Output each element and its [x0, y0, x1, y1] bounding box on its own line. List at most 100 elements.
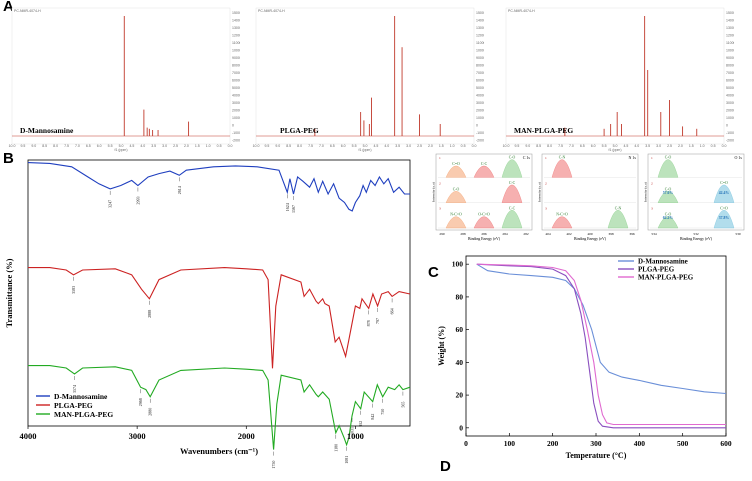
nmr-header-text: PC-NMR-4074-H	[14, 9, 41, 13]
tga-xtick-label: 500	[677, 439, 689, 448]
nmr-xtick: 5.0	[363, 144, 368, 148]
ftir-ylabel: Transmittance (%)	[4, 258, 14, 327]
tga-xtick-label: 400	[634, 439, 646, 448]
nmr-xtick: 2.0	[184, 144, 189, 148]
nmr-spectrum-1: PC-NMR-4074-H 10.0 9.5 9.0 8.5 8.0 7.5 7.0 6.5 6.…	[8, 4, 244, 152]
nmr-xtick: 5.5	[108, 144, 113, 148]
nmr-ytick: 20000	[726, 109, 734, 113]
xps-peak	[501, 210, 523, 229]
nmr-xtick: 6.0	[341, 144, 346, 148]
nmr-ytick: 130000	[232, 26, 240, 30]
nmr-ytick: 90000	[476, 56, 484, 60]
ftir-peak-label: 1031	[350, 427, 355, 435]
tga-series-line	[476, 263, 727, 395]
nmr-ytick: 80000	[232, 64, 240, 68]
nmr-ytick: 30000	[726, 101, 734, 105]
panel-label-c: C	[428, 264, 439, 281]
tga-ytick-label: 20	[456, 391, 464, 400]
nmr-ytick: 20000	[232, 109, 240, 113]
nmr-ytick: 60000	[476, 79, 484, 83]
xps-row-index: 3	[651, 207, 653, 211]
xps-title: C 1s	[523, 155, 531, 160]
xps-svg: C 1s Intensity (a.u) 1 C=O C-C C-O 2 C-O C-C 3 N-C…	[432, 153, 745, 241]
nmr-xtick: 5.5	[602, 144, 607, 148]
nmr-xtick: 1.5	[439, 144, 444, 148]
nmr-xtick: 10.0	[9, 144, 16, 148]
nmr-xtick: 9.0	[275, 144, 280, 148]
ftir-plot-frame	[27, 159, 411, 427]
nmr-ytick: 70000	[726, 71, 734, 75]
xps-peak	[501, 159, 523, 178]
xps-peak-label: C-O	[665, 213, 672, 217]
ftir-peak-label: 750	[380, 409, 385, 415]
nmr-frame	[505, 7, 725, 145]
nmr-xtick: 4.0	[634, 144, 639, 148]
ftir-peak-label: 797	[375, 318, 380, 324]
panel-label-a: A	[3, 0, 14, 15]
ftir-series-line	[28, 267, 411, 369]
nmr-xtick: 7.5	[308, 144, 313, 148]
ftir-peak-label: 3574	[72, 385, 77, 393]
tga-ylabel: Weight (%)	[437, 326, 446, 366]
nmr-xtick: 3.0	[162, 144, 167, 148]
nmr-ytick: 110000	[726, 41, 734, 45]
nmr-ytick: 150000	[232, 11, 240, 15]
tga-series-line	[476, 263, 726, 426]
nmr-ytick: 120000	[476, 34, 484, 38]
nmr-ytick: 120000	[232, 34, 240, 38]
xps-peak-label: C-O	[453, 187, 460, 191]
xps-xlabel: Binding Energy (eV)	[680, 237, 713, 241]
nmr-ytick: 60000	[232, 79, 240, 83]
ftir-peak-label: 842	[370, 414, 375, 420]
tga-xtick-label: 200	[547, 439, 559, 448]
nmr-xtick: 7.0	[319, 144, 324, 148]
ftir-peak-label: 2614	[177, 186, 182, 194]
nmr-ytick: 140000	[232, 19, 240, 23]
ftir-xtick-label: 1000	[347, 431, 364, 441]
tga-series-line	[476, 263, 726, 429]
nmr-xtick: 0.0	[228, 144, 233, 148]
ftir-legend-label: MAN-PLGA-PEG	[54, 410, 113, 419]
nmr-ytick: 50000	[726, 86, 734, 90]
xps-ylabel: Intensity (a.u)	[432, 181, 436, 201]
panel-label-b: B	[3, 150, 14, 167]
nmr-xtick: 8.5	[536, 144, 541, 148]
nmr-ytick: 110000	[476, 41, 484, 45]
nmr-xtick: 7.0	[569, 144, 574, 148]
xps-row-index: 1	[651, 156, 653, 160]
nmr-ytick: 130000	[726, 26, 734, 30]
nmr-ytick: 30000	[476, 101, 484, 105]
nmr-ytick: 140000	[476, 19, 484, 23]
xps-peak-label: C-C	[509, 181, 516, 185]
xps-peak	[445, 216, 467, 229]
nmr-xtick: 5.0	[613, 144, 618, 148]
xps-peak	[551, 216, 573, 229]
nmr-xtick: 2.5	[417, 144, 422, 148]
xps-title: N 1s	[629, 155, 637, 160]
xps-xtick: 396	[629, 232, 635, 236]
nmr-ytick: 150000	[476, 11, 484, 15]
xps-peak	[657, 216, 679, 229]
nmr-xtick: 2.0	[428, 144, 433, 148]
nmr-xtick: 4.5	[129, 144, 134, 148]
xps-chart: C 1s Intensity (a.u) 1 C=O C-C C-O 2 C-O C-C 3 N-C…	[432, 152, 750, 248]
ftir-legend-label: D-Mannosamine	[54, 392, 108, 401]
xps-xtick: 530	[735, 232, 741, 236]
nmr-xtick: 1.0	[700, 144, 705, 148]
nmr-xtick: 4.0	[140, 144, 145, 148]
xps-row-index: 2	[651, 181, 653, 185]
xps-peak	[713, 210, 735, 229]
nmr-xtick: 9.5	[514, 144, 519, 148]
xps-peak	[657, 159, 679, 178]
tga-legend-label: D-Mannosamine	[638, 258, 688, 266]
xps-peak-label: C=O	[720, 206, 728, 210]
nmr-header-text: PC-NMR-4074-H	[258, 9, 285, 13]
xps-row-index: 1	[439, 156, 441, 160]
ftir-peak-label: 3247	[108, 200, 113, 208]
xps-peak-label: O-C=O	[478, 213, 490, 217]
tga-ytick-label: 100	[452, 260, 464, 269]
nmr-svg-3: PC-NMR-4074-H 10.0 9.5 9.0 8.5 8.0 7.5 7.0 6.5 6.…	[503, 7, 738, 152]
nmr-xtick: 1.0	[450, 144, 455, 148]
